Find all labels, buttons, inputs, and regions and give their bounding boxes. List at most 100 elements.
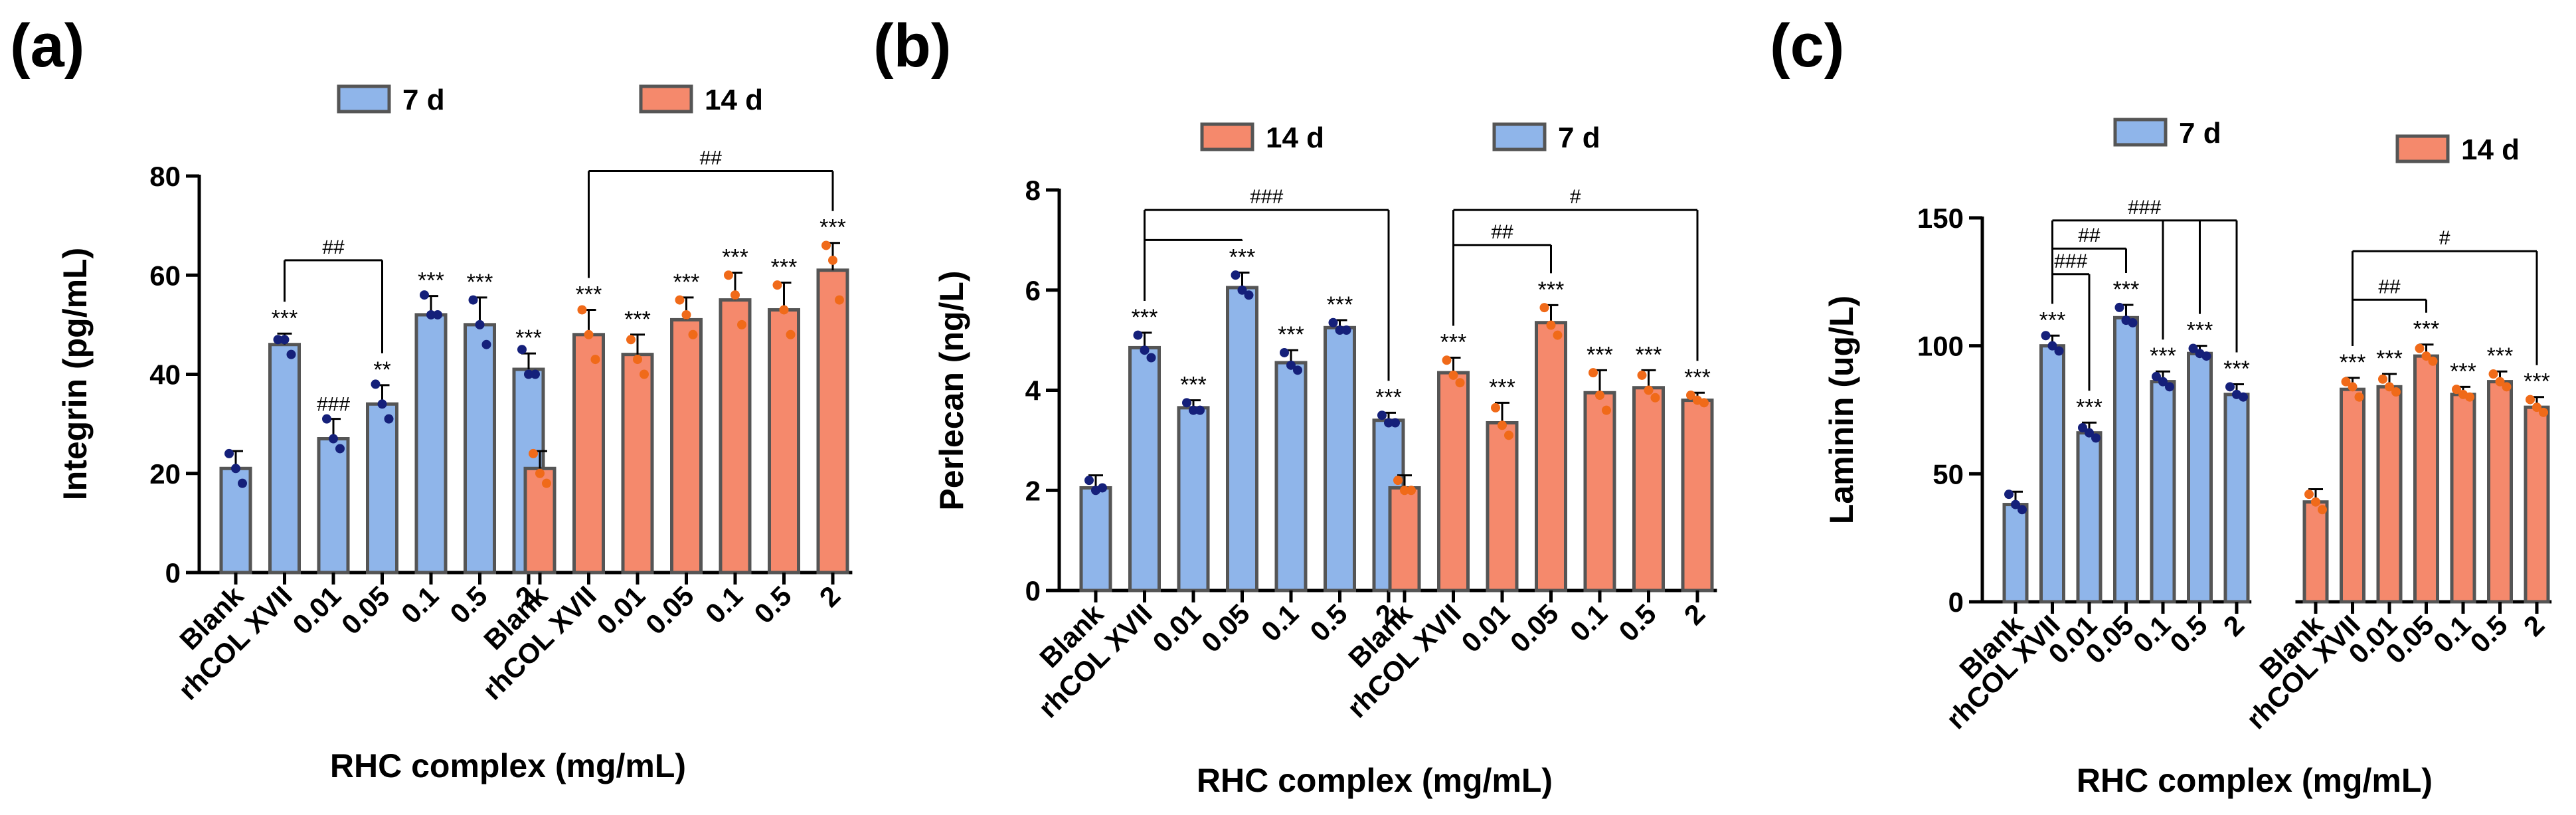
bracket-label: ## (2378, 276, 2401, 298)
category-label: 2 (814, 580, 847, 613)
significance-label: *** (2340, 350, 2366, 375)
bar (2450, 393, 2476, 604)
bar (768, 308, 800, 575)
data-point (2085, 428, 2094, 438)
data-point (433, 310, 442, 319)
significance-label: *** (2376, 346, 2403, 371)
bracket-label: ### (1250, 186, 1283, 208)
bracket-label: ### (2128, 197, 2161, 219)
data-point (280, 335, 290, 345)
bar (1388, 486, 1421, 592)
data-point (524, 369, 533, 379)
data-point (1491, 403, 1500, 412)
data-point (2465, 392, 2474, 402)
y-tick-label: 100 (1917, 331, 1964, 362)
data-point (737, 319, 746, 329)
significance-label: *** (2487, 343, 2514, 369)
bar (2487, 380, 2513, 604)
data-point (1182, 398, 1191, 408)
data-point (2018, 505, 2027, 515)
bar (572, 333, 605, 575)
data-point (1335, 325, 1345, 335)
significance-label: *** (819, 215, 846, 240)
data-point (724, 270, 733, 280)
category-label: 0.01 (1455, 598, 1515, 658)
data-point (1133, 330, 1143, 340)
chart-panel-a: (a) Integrin (pg/mL) RHC complex (mg/mL) 0 2… (10, 12, 853, 784)
data-point (2152, 371, 2161, 381)
bar (464, 323, 496, 575)
x-axis-title: RHC complex (mg/mL) (330, 747, 686, 784)
data-point (1098, 483, 1107, 493)
significance-label: *** (2187, 318, 2213, 343)
data-point (224, 448, 234, 458)
category-label: 0.1 (1564, 598, 1614, 648)
category-label: 0.5 (444, 580, 493, 630)
data-point (1328, 317, 1338, 327)
x-axis-title: RHC complex (mg/mL) (2077, 762, 2433, 799)
category-label: 0.5 (1612, 598, 1662, 648)
data-point (1539, 303, 1549, 313)
data-point (688, 329, 698, 339)
bar (2340, 387, 2365, 604)
significance-label: *** (2039, 308, 2066, 333)
data-point (1195, 405, 1205, 415)
y-tick-label: 20 (149, 458, 181, 490)
data-point (675, 295, 685, 305)
data-point (1280, 347, 1289, 357)
data-point (468, 295, 478, 305)
data-point (2158, 377, 2168, 387)
bar (816, 268, 849, 575)
data-point (2318, 505, 2327, 515)
data-point (2311, 497, 2320, 507)
bracket-label: ## (2078, 225, 2101, 246)
significance-label: *** (576, 282, 602, 307)
legend-swatch (1492, 122, 1547, 151)
data-point (640, 369, 649, 379)
data-point (2428, 356, 2438, 366)
data-point (475, 319, 485, 329)
data-point (2341, 377, 2351, 387)
y-tick-label: 60 (149, 260, 181, 291)
data-point (1377, 410, 1387, 420)
significance-label: *** (2150, 343, 2176, 369)
data-point (2011, 499, 2020, 509)
bar (268, 343, 301, 575)
y-tick-label: 150 (1917, 203, 1964, 234)
data-point (1293, 365, 1302, 375)
significance-label: *** (272, 306, 298, 331)
data-point (772, 280, 782, 290)
data-point (1286, 360, 1296, 370)
data-point (481, 339, 491, 349)
data-point (2188, 343, 2198, 353)
data-point (1448, 370, 1458, 380)
legend-swatch (1200, 122, 1254, 151)
category-label: 0.5 (2464, 609, 2514, 659)
significance-label: *** (1180, 373, 1207, 398)
bar (2524, 405, 2550, 604)
x-axis-title: RHC complex (mg/mL) (1197, 762, 1553, 799)
legend-swatch (2113, 118, 2168, 147)
data-point (238, 478, 247, 488)
category-label: 0.1 (699, 580, 749, 630)
bar (366, 402, 398, 575)
data-point (1595, 391, 1604, 401)
data-point (1650, 393, 1660, 403)
data-point (2526, 395, 2535, 405)
data-point (2421, 351, 2431, 361)
data-point (1553, 330, 1563, 340)
data-point (2304, 490, 2314, 499)
bar (621, 353, 654, 575)
data-point (2004, 490, 2014, 499)
data-point (1341, 325, 1351, 335)
bar (2113, 316, 2139, 604)
category-label: 0.1 (395, 580, 445, 630)
data-point (2041, 331, 2051, 341)
category-label: 0.5 (1304, 598, 1353, 648)
data-point (2054, 346, 2064, 356)
data-point (633, 355, 642, 365)
y-tick-label: 40 (149, 359, 181, 391)
significance-label: ** (373, 357, 390, 383)
data-point (1589, 368, 1598, 378)
significance-label: *** (1684, 365, 1711, 390)
